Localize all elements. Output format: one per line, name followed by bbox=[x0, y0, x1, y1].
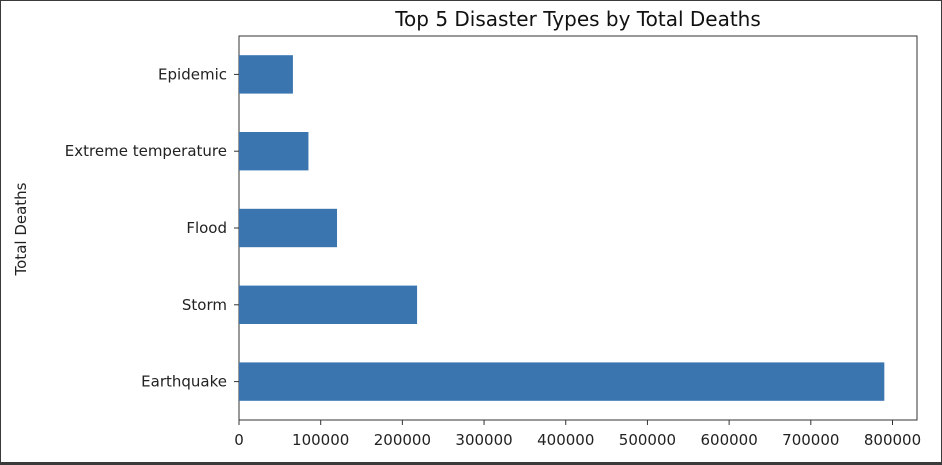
bar-epidemic bbox=[239, 55, 293, 94]
plot-area bbox=[238, 35, 918, 421]
bar-earthquake bbox=[239, 362, 885, 401]
y-tick-label: Epidemic bbox=[158, 65, 227, 83]
bar-flood bbox=[239, 208, 338, 248]
x-tick-label: 100000 bbox=[292, 431, 349, 449]
x-tick-label: 500000 bbox=[619, 431, 676, 449]
x-tick-label: 600000 bbox=[700, 431, 757, 449]
chart-title: Top 5 Disaster Types by Total Deaths bbox=[394, 7, 761, 31]
x-tick-label: 200000 bbox=[374, 431, 431, 449]
x-tick-label: 0 bbox=[234, 431, 244, 449]
bar-storm bbox=[239, 285, 418, 324]
x-tick-label: 700000 bbox=[782, 431, 839, 449]
y-axis-label: Total Deaths bbox=[12, 182, 30, 276]
x-tick-label: 400000 bbox=[537, 431, 594, 449]
y-tick-label: Storm bbox=[182, 296, 227, 314]
x-tick-label: 800000 bbox=[864, 431, 921, 449]
x-tick-label: 300000 bbox=[455, 431, 512, 449]
y-tick-label: Extreme temperature bbox=[65, 142, 227, 160]
bar-extreme-temperature bbox=[239, 132, 309, 171]
y-tick-label: Earthquake bbox=[141, 373, 227, 391]
y-tick-label: Flood bbox=[186, 219, 227, 237]
